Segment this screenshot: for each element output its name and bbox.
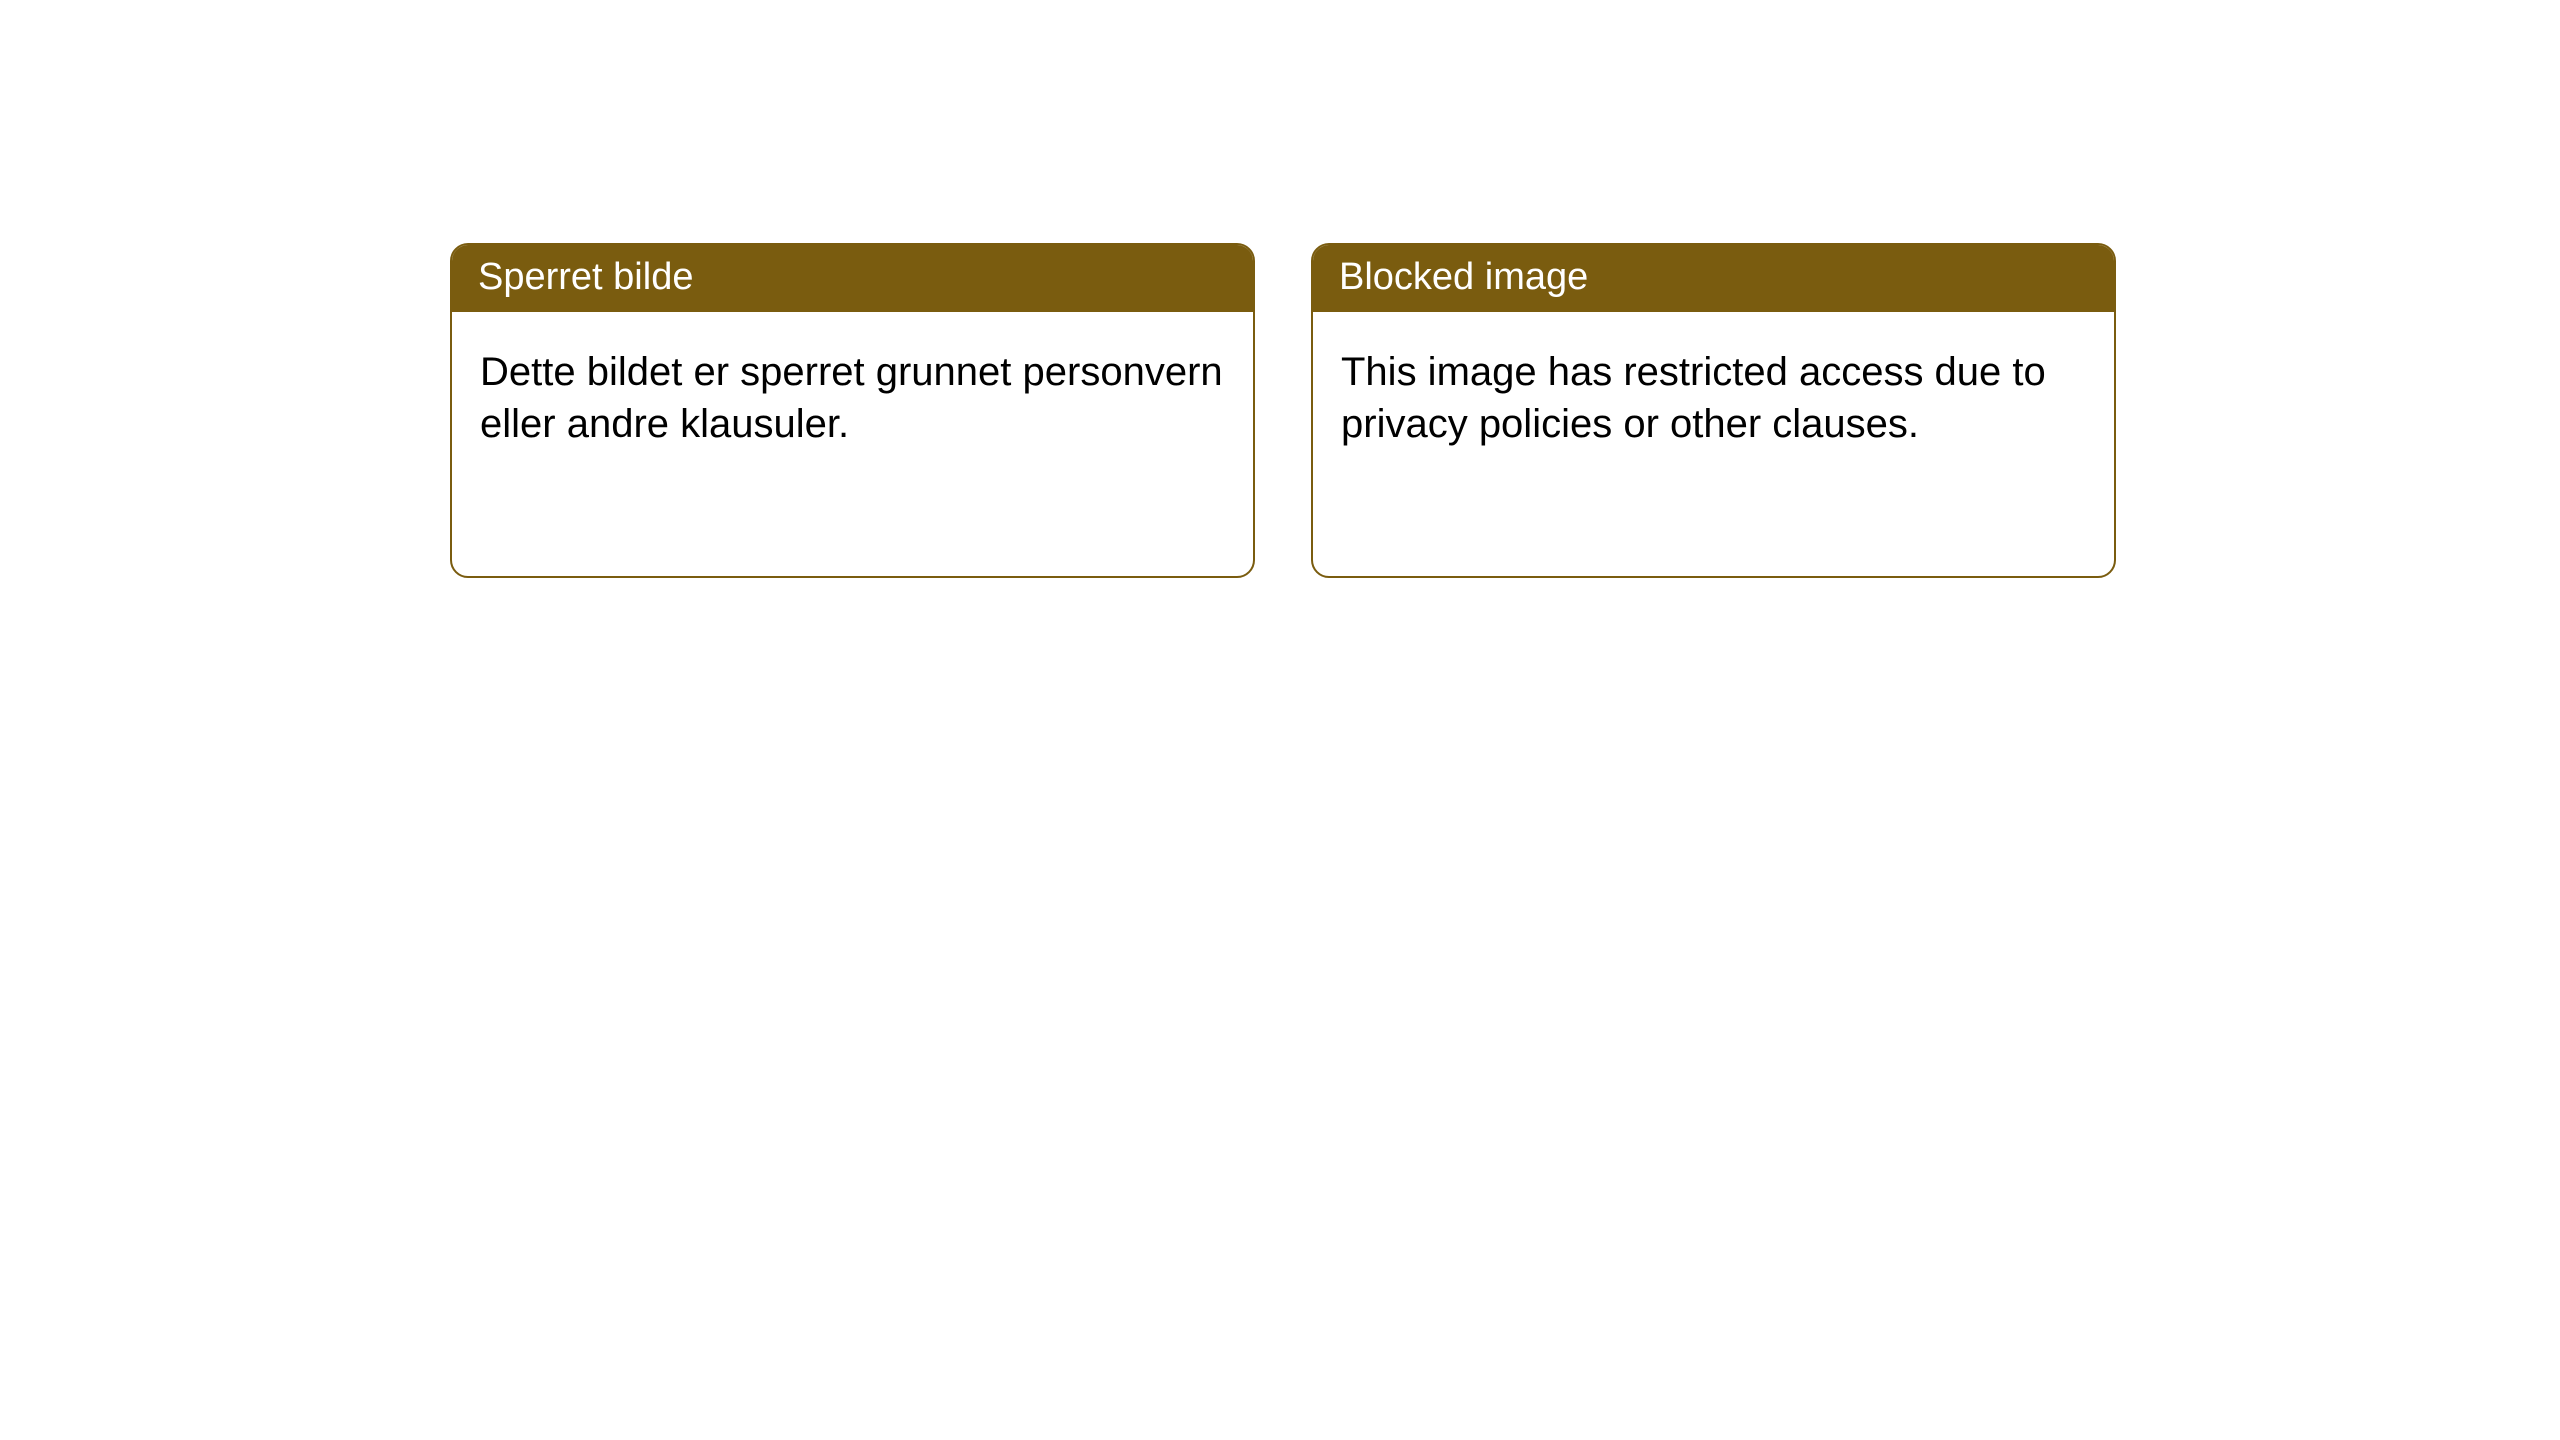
notice-box-norwegian: Sperret bilde Dette bildet er sperret gr… (450, 243, 1255, 578)
notice-box-english: Blocked image This image has restricted … (1311, 243, 2116, 578)
notice-container: Sperret bilde Dette bildet er sperret gr… (0, 0, 2560, 578)
notice-body: This image has restricted access due to … (1313, 312, 2114, 484)
notice-header: Sperret bilde (452, 245, 1253, 312)
notice-header: Blocked image (1313, 245, 2114, 312)
notice-body: Dette bildet er sperret grunnet personve… (452, 312, 1253, 484)
